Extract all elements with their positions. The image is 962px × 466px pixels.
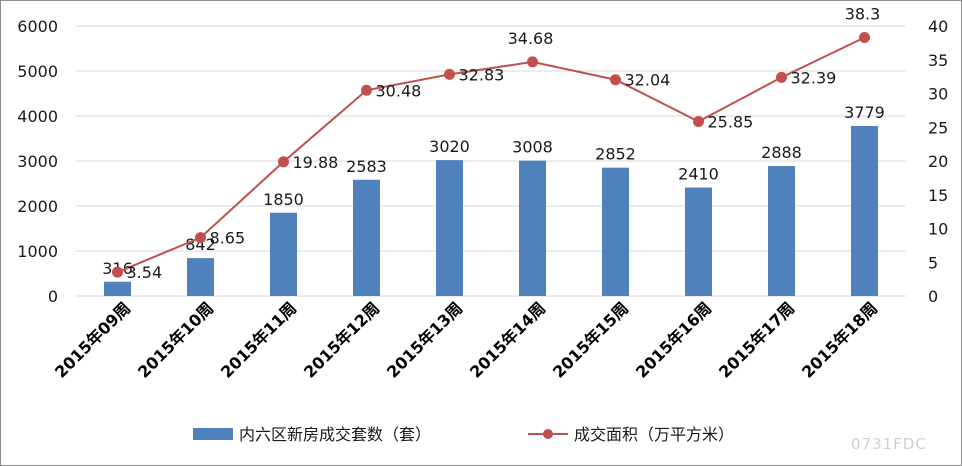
category-label: 2015年09周 xyxy=(51,298,134,381)
right-tick-label: 10 xyxy=(928,220,948,239)
right-tick-label: 15 xyxy=(928,186,948,205)
right-tick-label: 35 xyxy=(928,51,948,70)
left-tick-label: 1000 xyxy=(17,242,58,261)
legend-line-label: 成交面积（万平方米） xyxy=(574,425,734,444)
line-point xyxy=(859,31,870,43)
line-value-label: 34.68 xyxy=(508,29,554,48)
bar xyxy=(187,258,214,296)
line-value-label: 32.39 xyxy=(791,68,837,87)
right-tick-label: 25 xyxy=(928,118,948,137)
bar xyxy=(270,212,297,296)
category-label: 2015年17周 xyxy=(715,298,798,381)
category-label: 2015年12周 xyxy=(300,298,383,381)
bar xyxy=(851,125,878,296)
left-tick-label: 5000 xyxy=(17,62,58,81)
bar xyxy=(602,167,629,296)
bar-value-label: 1850 xyxy=(263,190,304,209)
line-point xyxy=(610,74,621,86)
category-label: 2015年18周 xyxy=(798,298,881,381)
left-tick-label: 3000 xyxy=(17,152,58,171)
left-tick-label: 2000 xyxy=(17,197,58,216)
right-tick-label: 30 xyxy=(928,85,948,104)
bar xyxy=(768,166,795,296)
line-value-label: 19.88 xyxy=(293,153,339,172)
bar xyxy=(104,281,131,296)
line-point xyxy=(527,56,538,68)
left-axis-ticks: 0 1000 2000 3000 4000 5000 6000 xyxy=(17,17,58,306)
legend: 内六区新房成交套数（套） 成交面积（万平方米） xyxy=(193,425,734,444)
bar-series: 31684218502583302030082852241028883779 xyxy=(102,103,885,296)
category-label: 2015年13周 xyxy=(383,298,466,381)
category-label: 2015年15周 xyxy=(549,298,632,381)
right-axis-ticks: 0 5 10 15 20 25 30 35 40 xyxy=(928,17,948,306)
left-tick-label: 0 xyxy=(48,287,58,306)
right-tick-label: 5 xyxy=(928,253,938,272)
line-value-label: 30.48 xyxy=(376,81,422,100)
left-tick-label: 4000 xyxy=(17,107,58,126)
line-point xyxy=(693,116,704,128)
bar-value-label: 3020 xyxy=(429,137,470,156)
line-value-label: 32.83 xyxy=(459,65,505,84)
line-value-label: 32.04 xyxy=(625,71,671,90)
line-point xyxy=(278,156,289,168)
right-tick-label: 40 xyxy=(928,17,948,36)
legend-bar-swatch xyxy=(193,428,233,440)
legend-bar-label: 内六区新房成交套数（套） xyxy=(239,425,431,444)
bar-value-label: 2852 xyxy=(595,145,636,164)
bar xyxy=(519,160,546,296)
line-value-label: 8.65 xyxy=(210,229,246,248)
line-point xyxy=(361,84,372,96)
category-label: 2015年16周 xyxy=(632,298,715,381)
bar-value-label: 2888 xyxy=(761,143,802,162)
line-value-label: 3.54 xyxy=(127,263,163,282)
right-tick-label: 0 xyxy=(928,287,938,306)
category-label: 2015年11周 xyxy=(217,298,300,381)
gridlines xyxy=(76,25,906,297)
line-value-label: 25.85 xyxy=(708,113,754,132)
watermark: 0731FDC xyxy=(851,435,927,453)
line-point xyxy=(444,68,455,80)
bar xyxy=(436,160,463,296)
line-path xyxy=(117,36,865,274)
line-value-label: 38.3 xyxy=(845,4,881,23)
category-label: 2015年10周 xyxy=(134,298,217,381)
right-tick-label: 20 xyxy=(928,152,948,171)
bar xyxy=(353,179,380,296)
bar-value-label: 3008 xyxy=(512,138,553,157)
line-point xyxy=(776,71,787,83)
category-labels: 2015年09周 2015年10周 2015年11周 2015年12周 2015年13周… xyxy=(51,298,881,381)
line-point xyxy=(195,232,206,244)
category-label: 2015年14周 xyxy=(466,298,549,381)
legend-line-marker xyxy=(543,429,553,439)
bar-value-label: 2410 xyxy=(678,165,719,184)
bar xyxy=(685,187,712,296)
left-tick-label: 6000 xyxy=(17,17,58,36)
bar-value-label: 2583 xyxy=(346,157,387,176)
line-point xyxy=(112,266,123,278)
bar-value-label: 3779 xyxy=(844,103,885,122)
